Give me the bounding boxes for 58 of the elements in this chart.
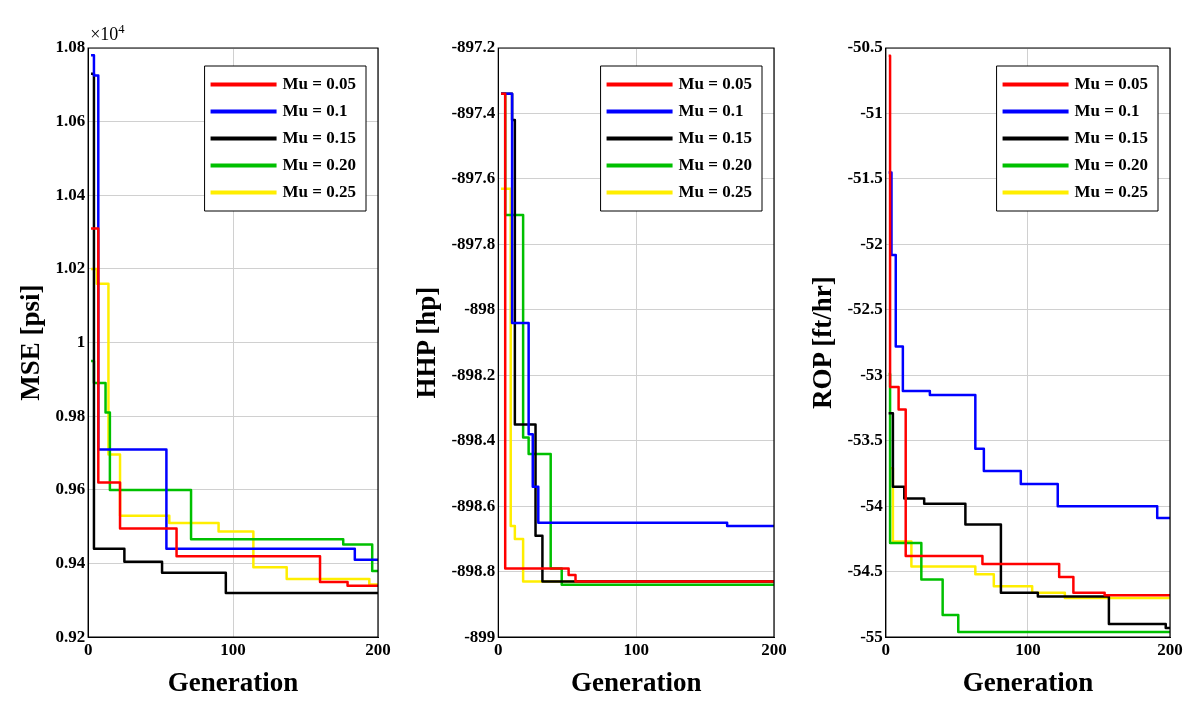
y-tick-label: -50.5 [847,37,883,57]
x-tick-label: 0 [494,639,503,659]
x-axis-title: Generation [570,666,702,697]
y-tick-label: -898.6 [451,495,496,515]
x-tick-label: 0 [881,639,891,659]
legend-label: Mu = 0.05 [1074,73,1148,93]
legend-label: Mu = 0.20 [282,154,356,174]
legend-label: Mu = 0.15 [282,127,356,147]
y-tick-label: -52 [860,233,883,253]
y-tick-label: 0.98 [55,405,86,425]
y-tick-label: 1 [76,331,86,351]
y-tick-label: -55 [860,626,883,646]
x-tick-label: 100 [220,639,246,659]
y-tick-label: 1.06 [55,111,86,131]
legend-label: Mu = 0.15 [1074,127,1148,147]
y-tick-label: -53 [860,364,883,384]
legend-label: Mu = 0.1 [678,100,744,120]
y-axis-title: ROP [ft/hr] [807,276,838,409]
y-tick-label: -897.2 [451,37,496,57]
legend-label: Mu = 0.1 [282,100,348,120]
y-tick-label: 0.94 [55,552,86,572]
y-tick-label: -52.5 [847,299,883,319]
x-axis-title: Generation [962,666,1094,697]
y-tick-label: 1.02 [55,258,86,278]
y-tick-label: -53.5 [847,430,883,450]
y-tick-label: -899 [464,626,496,646]
y-tick-label: -54 [860,495,884,515]
legend-label: Mu = 0.15 [678,127,752,147]
legend-label: Mu = 0.25 [282,181,356,201]
legend-label: Mu = 0.25 [1074,181,1148,201]
y-axis-title: HHP [hp] [411,286,442,399]
y-tick-label: -898 [464,299,496,319]
legend-label: Mu = 0.1 [1074,100,1140,120]
x-tick-label: 100 [1015,639,1041,659]
y-tick-label: -897.8 [451,233,496,253]
x-tick-label: 200 [761,639,787,659]
legend-label: Mu = 0.20 [678,154,752,174]
legend-label: Mu = 0.05 [678,73,752,93]
y-tick-label: 0.96 [55,479,86,499]
y-tick-label: -897.6 [451,168,496,188]
x-axis-title: Generation [167,666,299,697]
y-tick-label: 0.92 [55,626,86,646]
y-tick-label: -51.5 [847,168,883,188]
y-tick-label: -51 [860,102,883,122]
y-tick-label: -898.8 [451,561,496,581]
x-tick-label: 200 [1157,639,1183,659]
legend-label: Mu = 0.20 [1074,154,1148,174]
legend-label: Mu = 0.25 [678,181,752,201]
x-tick-label: 100 [623,639,649,659]
y-tick-label: -898.4 [451,430,496,450]
y-tick-label: -898.2 [451,364,496,384]
y-tick-label: -54.5 [847,561,883,581]
y-tick-label: 1.08 [55,37,86,57]
y-tick-label: 1.04 [55,184,86,204]
x-tick-label: 200 [365,639,391,659]
y-tick-label: -897.4 [451,102,496,122]
legend-label: Mu = 0.05 [282,73,356,93]
y-axis-title: MSE [psi] [15,284,46,401]
